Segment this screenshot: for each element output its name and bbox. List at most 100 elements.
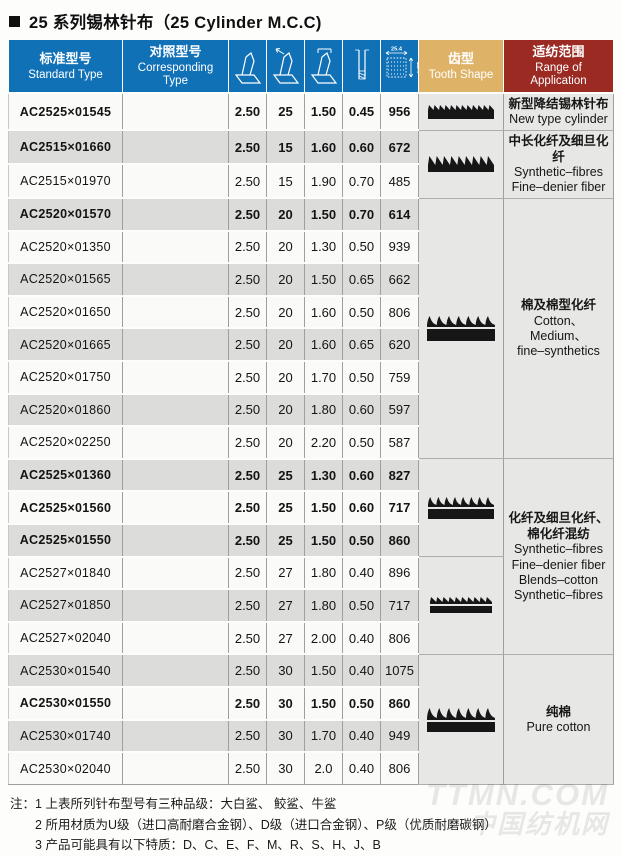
tooth-angle-value-cell: 25 (266, 93, 305, 131)
application-range-label-zh: 适纺范围 (532, 44, 585, 60)
table-row: AC2515×01970 2.50 15 1.90 0.70 485 (8, 164, 614, 199)
tooth-pitch-value-cell: 1.80 (304, 589, 343, 623)
application-en-line: Cotton、Medium、 (530, 313, 587, 343)
point-density-value-cell: 949 (380, 719, 419, 754)
table-row: AC2520×02250 2.50 20 2.20 0.50 587 (8, 426, 614, 460)
column-header-application-range: 适纺范围 Range of Application (503, 40, 614, 94)
point-density-value-cell: 939 (380, 230, 419, 265)
point-density-value-cell: 759 (380, 360, 419, 395)
tooth-pitch-profile-icon (310, 48, 337, 84)
wire-width-value-cell: 0.70 (342, 198, 381, 232)
point-density-value-cell: 672 (380, 130, 419, 165)
wire-width-value-cell: 0.45 (342, 93, 381, 131)
tooth-pitch-value-cell: 1.30 (304, 230, 343, 265)
tooth-angle-value-cell: 25 (266, 491, 305, 525)
tooth-height-value-cell: 2.50 (228, 164, 267, 199)
wire-width-value-cell: 0.50 (342, 686, 381, 721)
tooth-pitch-value-cell: 1.50 (304, 686, 343, 721)
application-en-line: New type cylinder (509, 112, 608, 127)
wire-width-value-cell: 0.40 (342, 719, 381, 754)
tooth-pitch-value-cell: 1.70 (304, 360, 343, 395)
corresponding-type-cell (122, 686, 229, 721)
points-per-square-inch-icon: 25.4 25.4 (385, 47, 418, 78)
application-en-line: Pure cotton (526, 720, 591, 734)
application-en-line: Blends–cotton (518, 572, 599, 587)
application-en-line: Synthetic–fibres (514, 588, 603, 603)
fine-sawtooth-strip-thin-icon (430, 597, 492, 614)
corresponding-type-cell (122, 491, 229, 525)
application-range-cell: 化纤及细旦化纤、 棉化纤混纺 Synthetic–fibres Fine–denier… (503, 458, 614, 655)
tooth-angle-profile-icon (272, 48, 299, 84)
tooth-angle-value-cell: 20 (266, 230, 305, 265)
watermark-site: TTMN.COM (425, 777, 609, 813)
column-header-wire-width-diagram (342, 40, 381, 94)
note-line-1: 1 上表所列针布型号有三种品级：大白鲨、 鲛鲨、牛鲨 (35, 797, 337, 812)
tooth-height-value-cell: 2.50 (228, 556, 267, 591)
density-dimension-side-label: 25.4 (415, 62, 418, 74)
tooth-shape-cell (418, 130, 504, 199)
model-cell: AC2527×01840 (8, 556, 123, 591)
corresponding-type-cell (122, 328, 229, 362)
corresponding-type-cell (122, 263, 229, 297)
column-header-tooth-shape: 齿型 Tooth Shape (418, 40, 504, 94)
application-en-line: Synthetic–fibres (514, 542, 603, 557)
tooth-pitch-value-cell: 1.60 (304, 295, 343, 330)
table-row: AC2520×01665 2.50 20 1.60 0.65 620 (8, 328, 614, 362)
corresponding-type-cell (122, 93, 229, 131)
fine-sawtooth-strip-icon (428, 104, 494, 119)
application-range-label-en: Range of Application (530, 62, 587, 87)
tooth-angle-value-cell: 15 (266, 130, 305, 165)
table-row: AC2525×01360 2.50 25 1.30 0.60 827 化纤及细旦… (8, 458, 614, 655)
wire-width-value-cell: 0.60 (342, 458, 381, 493)
tooth-angle-value-cell: 30 (266, 752, 305, 786)
tooth-pitch-value-cell: 1.60 (304, 130, 343, 165)
application-en-line: Fine–denier fiber (511, 557, 606, 572)
column-header-tooth-pitch-diagram (304, 40, 343, 94)
wire-width-value-cell: 0.70 (342, 164, 381, 199)
note-line-2: 2 所用材质为U级（进口高耐磨合金钢）、D级（进口合金钢）、P级（优质耐磨碳钢） (35, 817, 497, 832)
tooth-shape-cell (418, 458, 504, 558)
tooth-pitch-value-cell: 1.50 (304, 654, 343, 688)
wire-spec-table: 标准型号 Standard Type 对照型号 Corresponding Ty… (8, 40, 614, 786)
tooth-pitch-value-cell: 1.50 (304, 523, 343, 558)
notes-label: 注： (10, 797, 36, 812)
column-header-corresponding-type: 对照型号 Corresponding Type (122, 40, 229, 94)
table-row: AC2527×01840 2.50 27 1.80 0.40 896 (8, 556, 614, 655)
tooth-height-value-cell: 2.50 (228, 491, 267, 525)
wire-width-value-cell: 0.50 (342, 295, 381, 330)
model-cell: AC2520×01665 (8, 328, 123, 362)
hooked-tooth-strip-large-icon (427, 315, 495, 341)
corresponding-type-cell (122, 393, 229, 428)
table-row: AC2525×01550 2.50 25 1.50 0.50 860 (8, 523, 614, 558)
table-row: AC2525×01560 2.50 25 1.50 0.60 717 (8, 491, 614, 525)
wire-width-value-cell: 0.65 (342, 328, 381, 362)
tooth-pitch-value-cell: 1.80 (304, 393, 343, 428)
corresponding-type-cell (122, 621, 229, 656)
point-density-value-cell: 1075 (380, 654, 419, 688)
density-dimension-top-label: 25.4 (391, 47, 403, 53)
model-cell: AC2527×02040 (8, 621, 123, 656)
tooth-angle-value-cell: 20 (266, 328, 305, 362)
model-cell: AC2520×01750 (8, 360, 123, 395)
tooth-angle-value-cell: 25 (266, 523, 305, 558)
wire-width-value-cell: 0.50 (342, 589, 381, 623)
tooth-angle-value-cell: 20 (266, 198, 305, 232)
table-row: AC2520×01750 2.50 20 1.70 0.50 759 (8, 360, 614, 395)
table-row: AC2520×01570 2.50 20 1.50 0.70 614 棉及棉型化… (8, 198, 614, 460)
application-range-cell: 中长化纤及细旦化纤 Synthetic–fibres Fine–denier fib… (503, 130, 614, 199)
table-row: AC2520×01860 2.50 20 1.80 0.60 597 (8, 393, 614, 428)
point-density-value-cell: 485 (380, 164, 419, 199)
model-cell: AC2520×01570 (8, 198, 123, 232)
application-en-line: fine–synthetics (517, 344, 600, 359)
tooth-pitch-value-cell: 1.50 (304, 263, 343, 297)
tooth-pitch-value-cell: 1.70 (304, 719, 343, 754)
tooth-angle-value-cell: 30 (266, 654, 305, 688)
tooth-height-value-cell: 2.50 (228, 589, 267, 623)
table-row: AC2527×01850 2.50 27 1.80 0.50 717 (8, 589, 614, 623)
tooth-angle-value-cell: 27 (266, 556, 305, 591)
point-density-value-cell: 587 (380, 426, 419, 460)
tooth-shape-label-en: Tooth Shape (428, 68, 494, 81)
application-zh-line: 棉及棉型化纤 (520, 298, 596, 313)
tooth-angle-value-cell: 30 (266, 719, 305, 754)
tooth-height-value-cell: 2.50 (228, 230, 267, 265)
